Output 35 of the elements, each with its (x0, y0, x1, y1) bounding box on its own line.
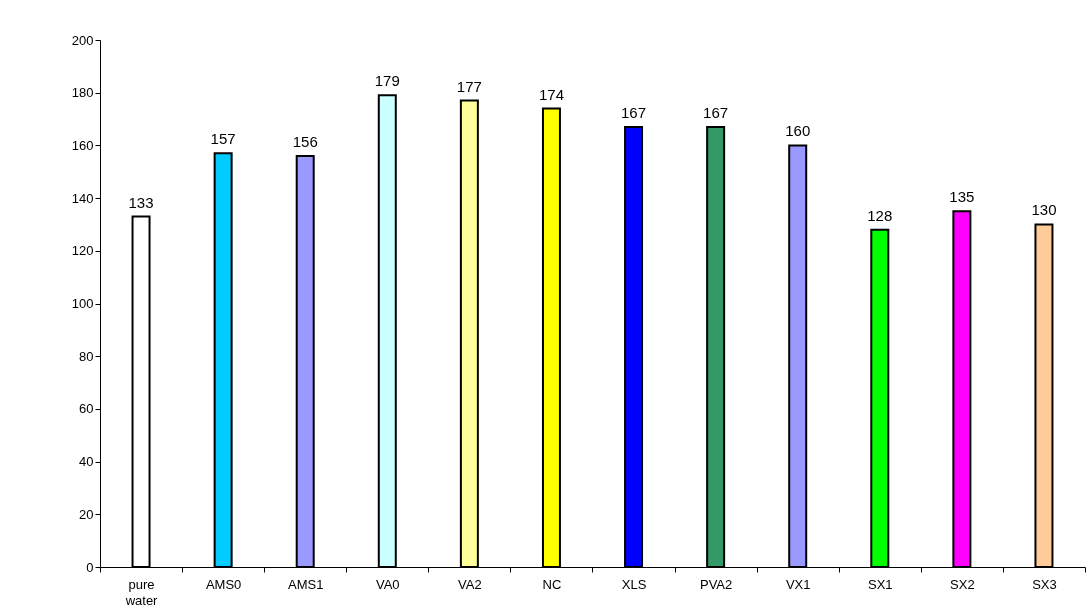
data-label: 177 (456, 77, 482, 95)
x-tick-label: AMS0 (205, 576, 242, 592)
data-label: 167 (621, 103, 647, 121)
data-label: 130 (1031, 201, 1057, 219)
y-tick-label: 40 (79, 454, 94, 470)
data-label: 179 (374, 72, 400, 90)
x-tick-label: VX1 (785, 576, 811, 592)
x-tick-label: VA2 (458, 576, 482, 592)
x-tick-label: pure water (124, 576, 159, 605)
x-tick-label: VA0 (375, 576, 400, 592)
data-label: 157 (210, 130, 236, 148)
x-tick-label: PVA2 (699, 576, 733, 592)
y-tick-label: 180 (71, 85, 94, 101)
x-tick-label: SX1 (868, 576, 893, 592)
y-tick-label: 20 (79, 506, 94, 522)
y-tick-label: 200 (71, 32, 94, 48)
x-tick-label: SX2 (950, 576, 975, 592)
data-label: 133 (128, 193, 154, 211)
y-tick-label: 80 (79, 348, 94, 364)
x-tick-label: AMS1 (288, 576, 324, 592)
y-tick-label: 120 (71, 243, 94, 259)
y-tick-label: 0 (86, 559, 94, 575)
data-label: 156 (292, 132, 318, 150)
x-tick-label: NC (542, 576, 562, 592)
data-label: 135 (949, 188, 975, 206)
data-label: 160 (785, 122, 811, 140)
x-tick-label: SX3 (1032, 576, 1057, 592)
y-tick-label: 160 (71, 137, 94, 153)
x-tick-label: XLS (621, 576, 647, 592)
y-tick-label: 100 (71, 296, 94, 311)
data-label: 128 (867, 206, 893, 224)
y-tick-label: 140 (71, 190, 94, 206)
y-tick-label: 60 (79, 401, 94, 417)
data-label: 167 (703, 103, 729, 121)
data-label: 174 (538, 85, 564, 103)
